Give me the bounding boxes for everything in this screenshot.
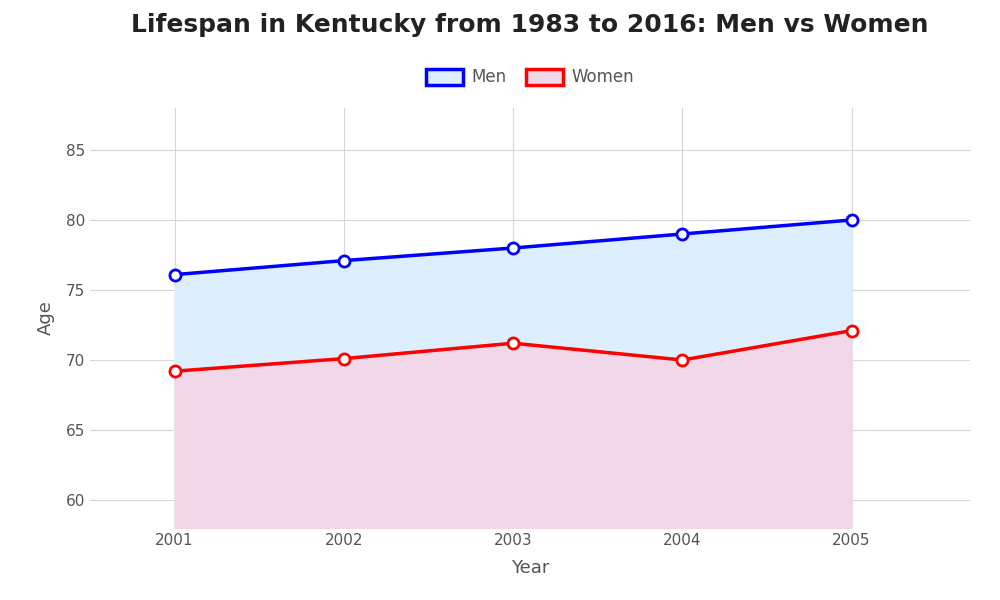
X-axis label: Year: Year — [511, 559, 549, 577]
Y-axis label: Age: Age — [37, 301, 55, 335]
Legend: Men, Women: Men, Women — [419, 62, 641, 93]
Title: Lifespan in Kentucky from 1983 to 2016: Men vs Women: Lifespan in Kentucky from 1983 to 2016: … — [131, 13, 929, 37]
